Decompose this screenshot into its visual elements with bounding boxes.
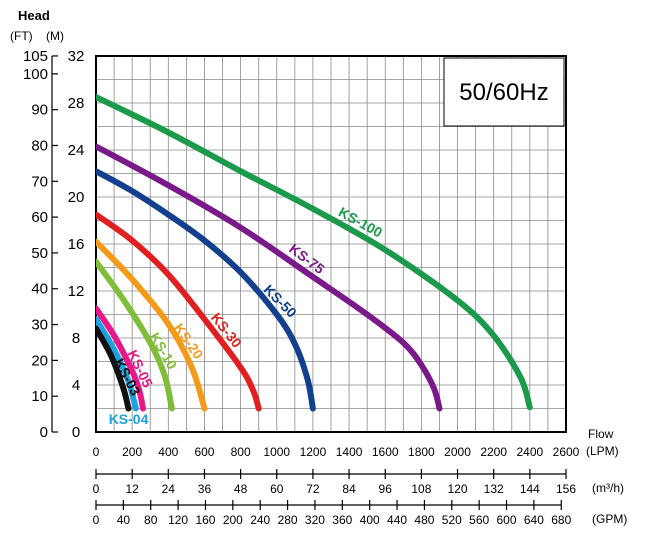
series-line-ks-30 [96, 211, 262, 412]
x-axis-gpm: 0 40 80 120 160 200 240 280 320 360 400 440 480 520 56… [93, 500, 572, 527]
frequency-box [443, 57, 565, 127]
secondary-tick-label: 280 [278, 513, 298, 527]
secondary-tick-label: 12 [125, 482, 139, 496]
x-tick-label-lpm: 800 [231, 445, 251, 459]
series-line-ks-100 [96, 94, 533, 411]
y-axis-left-unit: (FT) [10, 29, 33, 43]
x-tick-label-lpm: 1200 [300, 445, 327, 459]
x-axis-primary: 0 200 400 600 800 1000 1200 1400 1600 1800 2000 220… [93, 445, 580, 459]
secondary-tick-label: 640 [524, 513, 544, 527]
x-tick-label-lpm: 200 [122, 445, 142, 459]
secondary-tick-label: 520 [442, 513, 462, 527]
secondary-tick-label: 400 [360, 513, 380, 527]
secondary-tick-label: 0 [93, 482, 100, 496]
x-tick-label-lpm: 600 [194, 445, 214, 459]
secondary-tick-label: 200 [223, 513, 243, 527]
y-tick-label-ft: 20 [31, 352, 48, 369]
x-axis-primary-unit: (LPM) [586, 444, 619, 458]
x-tick-label-lpm: 400 [158, 445, 178, 459]
x-axis-title: Flow [588, 427, 614, 441]
secondary-tick-label: 440 [387, 513, 407, 527]
y-axis-right-unit: (M) [46, 29, 64, 43]
y-tick-label-ft: 50 [31, 245, 48, 262]
secondary-tick-label: 560 [469, 513, 489, 527]
secondary-tick-label: 108 [411, 482, 431, 496]
y-tick-label-ft: 40 [31, 281, 48, 298]
y-tick-label-m: 0 [72, 424, 80, 441]
y-tick-label-ft: 30 [31, 317, 48, 334]
y-tick-label-m: 12 [68, 283, 85, 300]
y-tick-label-m: 4 [72, 377, 80, 394]
y-tick-label-ft: 105 [23, 48, 48, 65]
secondary-tick-label: 132 [484, 482, 504, 496]
x-tick-label-lpm: 2600 [553, 445, 580, 459]
y-tick-label-ft: 70 [31, 173, 48, 190]
x-tick-label-lpm: 2000 [444, 445, 471, 459]
secondary-tick-label: 60 [270, 482, 284, 496]
secondary-tick-label: 36 [198, 482, 212, 496]
series-line-ks-20 [96, 238, 208, 412]
secondary-tick-label: 72 [306, 482, 320, 496]
secondary-tick-label: 96 [379, 482, 393, 496]
x-tick-label-lpm: 1600 [372, 445, 399, 459]
secondary-tick-label: 120 [448, 482, 468, 496]
y-tick-label-m: 28 [68, 95, 85, 112]
y-axis-title: Head [18, 8, 50, 23]
secondary-tick-label: 240 [250, 513, 270, 527]
y-tick-label-ft: 80 [31, 137, 48, 154]
y-tick-label-ft: 60 [31, 209, 48, 226]
x-tick-label-lpm: 1000 [263, 445, 290, 459]
x-axis-m3h: 0 12 24 36 48 60 72 84 96 108 120 132 144 156 [93, 469, 576, 496]
y-tick-label-m: 16 [68, 236, 85, 253]
series-line-ks-05 [96, 305, 146, 412]
series-layer [96, 94, 533, 412]
secondary-tick-label: 144 [520, 482, 540, 496]
x-axis-m3h-unit: (m³/h) [592, 481, 624, 495]
secondary-tick-label: 80 [144, 513, 158, 527]
secondary-tick-label: 0 [93, 513, 100, 527]
y-tick-label-ft: 90 [31, 102, 48, 119]
x-tick-label-lpm: 0 [93, 445, 100, 459]
frequency-label: 50/60Hz [459, 79, 548, 106]
series-line-ks-75 [96, 143, 443, 412]
series-line-ks-50 [96, 168, 316, 412]
series-line-ks-04 [96, 316, 139, 412]
series-label-ks-04: KS-04 [109, 411, 149, 427]
y-tick-label-ft: 10 [31, 388, 48, 405]
y-tick-label-ft: 100 [23, 66, 48, 83]
secondary-tick-label: 120 [168, 513, 188, 527]
x-tick-label-lpm: 2400 [516, 445, 543, 459]
secondary-tick-label: 156 [556, 482, 576, 496]
secondary-tick-label: 24 [162, 482, 176, 496]
y-tick-label-m: 24 [68, 142, 85, 159]
y-tick-label-ft: 0 [40, 424, 48, 441]
y-tick-label-m: 8 [72, 330, 80, 347]
secondary-tick-label: 320 [305, 513, 325, 527]
y-axis-right: 0 4 8 12 16 20 24 28 32 [68, 48, 85, 441]
x-tick-label-lpm: 2200 [480, 445, 507, 459]
secondary-tick-label: 160 [195, 513, 215, 527]
x-axis-gpm-unit: (GPM) [592, 512, 627, 526]
secondary-tick-label: 480 [414, 513, 434, 527]
secondary-tick-label: 40 [117, 513, 131, 527]
secondary-tick-label: 84 [342, 482, 356, 496]
secondary-tick-label: 600 [497, 513, 517, 527]
secondary-tick-label: 680 [551, 513, 571, 527]
secondary-tick-label: 48 [234, 482, 248, 496]
y-tick-label-m: 32 [68, 48, 85, 65]
series-line-ks-10 [96, 258, 175, 412]
y-tick-label-m: 20 [68, 189, 85, 206]
series-line-ks-03 [96, 325, 132, 412]
x-tick-label-lpm: 1400 [336, 445, 363, 459]
x-tick-label-lpm: 1800 [408, 445, 435, 459]
secondary-tick-label: 360 [332, 513, 352, 527]
